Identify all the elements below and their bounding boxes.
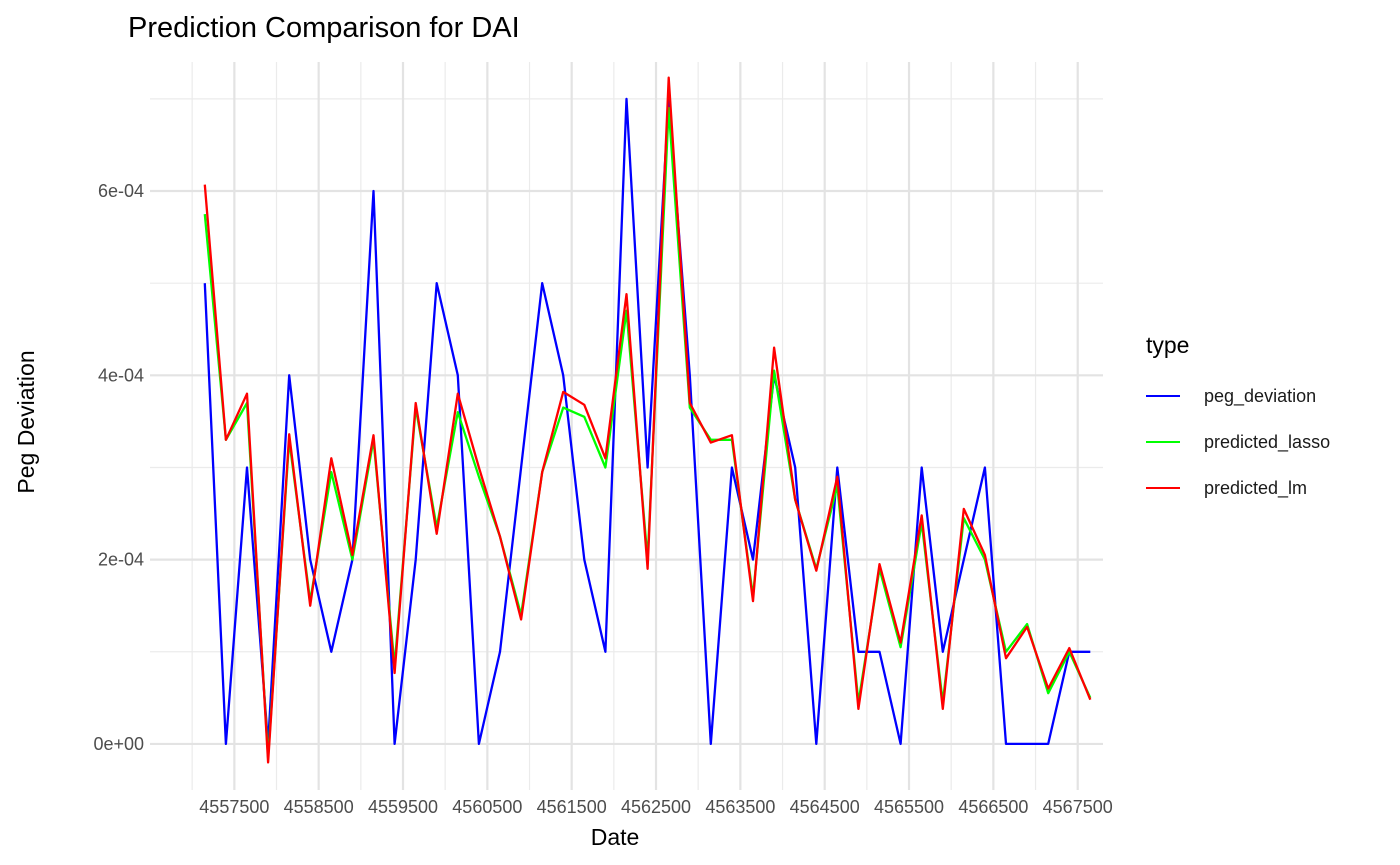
series-line-peg-deviation: [203, 97, 1091, 746]
x-tick-label: 4561500: [537, 797, 607, 817]
legend-key: [1146, 487, 1180, 489]
series-line-predicted-lasso: [203, 106, 1092, 759]
x-tick-label: 4564500: [790, 797, 860, 817]
x-tick-label: 4557500: [199, 797, 269, 817]
legend-key: [1146, 441, 1180, 443]
y-tick-label: 2e-04: [98, 550, 144, 570]
major-gridlines: [150, 62, 1103, 790]
legend-label: predicted_lasso: [1204, 431, 1331, 452]
y-tick-label: 6e-04: [98, 181, 144, 201]
y-axis-tick-labels: 0e+00 2e-04 4e-04 6e-04: [93, 181, 144, 754]
y-tick-label: 4e-04: [98, 365, 144, 385]
x-tick-label: 4558500: [284, 797, 354, 817]
y-tick-label: 0e+00: [93, 734, 144, 754]
legend-items: peg_deviation predicted_lasso predicted_lm: [1146, 373, 1330, 511]
x-tick-label: 4563500: [705, 797, 775, 817]
x-tick-label: 4567500: [1043, 797, 1113, 817]
legend-item-predicted-lasso: predicted_lasso: [1146, 419, 1330, 465]
x-axis-title: Date: [591, 824, 640, 850]
series-lines: [203, 76, 1092, 764]
legend-label: peg_deviation: [1204, 385, 1317, 406]
y-axis-title: Peg Deviation: [13, 350, 39, 493]
legend-key: [1146, 395, 1180, 397]
legend-title: type: [1146, 332, 1190, 358]
x-tick-label: 4560500: [452, 797, 522, 817]
minor-gridlines: [150, 62, 1103, 790]
legend-item-predicted-lm: predicted_lm: [1146, 465, 1330, 511]
x-tick-label: 4562500: [621, 797, 691, 817]
chart-title: Prediction Comparison for DAI: [128, 12, 520, 44]
x-axis-tick-labels: 4557500 4558500 4559500 4560500 4561500 45625…: [199, 797, 1112, 817]
legend-item-peg-deviation: peg_deviation: [1146, 373, 1330, 419]
legend-label: predicted_lm: [1204, 477, 1308, 498]
x-tick-label: 4559500: [368, 797, 438, 817]
x-tick-label: 4566500: [958, 797, 1028, 817]
x-tick-label: 4565500: [874, 797, 944, 817]
series-line-predicted-lm: [203, 76, 1092, 764]
